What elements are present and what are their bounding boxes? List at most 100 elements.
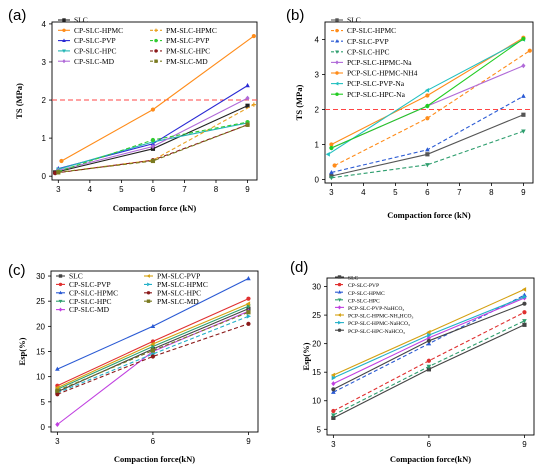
legend-marker [335, 18, 339, 22]
series-line [58, 124, 248, 173]
y-tick-label: 10 [312, 397, 321, 406]
legend-label: CP-SLC-PVP [348, 283, 379, 289]
legend-label: SLC [69, 272, 83, 281]
y-tick-label: 3 [42, 58, 47, 67]
plot-frame [324, 21, 534, 184]
x-tick-label: 6 [151, 437, 156, 446]
data-point [426, 329, 431, 335]
legend-item-slc: SLC [331, 16, 361, 25]
legend-item-pm-slc-hpc: PM-SLC-HPC [144, 288, 201, 297]
data-point [251, 33, 256, 39]
data-point [521, 112, 526, 117]
legend-marker [58, 299, 63, 304]
legend-item-pcp-slc-hpmc-na: PCP-SLC-HPMC-Na [331, 58, 412, 67]
series-slc [331, 322, 527, 420]
y-tick-label: 4 [315, 36, 320, 45]
x-tick-label: 5 [119, 185, 124, 194]
legend-marker [335, 39, 339, 43]
data-point [245, 301, 251, 307]
legend-marker [146, 291, 151, 295]
panel-label: (a) [8, 7, 26, 24]
legend-item-pm-slc-pvp: PM-SLC-PVP [144, 272, 200, 281]
legend-marker [337, 313, 341, 317]
legend-label: PM-SLC-PVP [157, 272, 200, 281]
legend-item-pcp-slc-hpmc-nahco: PCP-SLC-HPMC-NaHCO₃ [335, 320, 410, 327]
x-tick-label: 7 [457, 188, 462, 197]
legend-label: PCP-SLC-HPMC-NH₄HCO₃ [348, 314, 413, 320]
legend-item-cp-slc-hpc: CP-SLC-HPC [58, 47, 117, 56]
data-point [521, 129, 526, 134]
data-point [53, 171, 58, 176]
legend-marker [147, 282, 151, 287]
data-point [425, 152, 430, 157]
legend-item-slc: SLC [335, 275, 359, 282]
legend-label: PM-SLC-HPC [166, 47, 210, 56]
series-cp-slc-hpmc [332, 48, 532, 168]
legend-marker [154, 59, 158, 63]
y-tick-label: 30 [312, 283, 321, 292]
y-tick-label: 0 [41, 423, 46, 432]
y-axis-title: Esp(%) [301, 342, 311, 370]
legend-item-cp-slc-hpc: CP-SLC-HPC [56, 297, 112, 306]
series-line [57, 323, 249, 395]
data-point [55, 421, 60, 427]
legend-item-cp-slc-hpmc: CP-SLC-HPMC [335, 290, 385, 297]
data-point [329, 176, 334, 181]
y-tick-label: 15 [36, 348, 45, 357]
x-tick-label: 8 [214, 185, 219, 194]
y-tick-label: 0 [315, 176, 320, 185]
legend-label: CP-SLC-HPC [347, 47, 390, 56]
legend-marker [58, 290, 63, 295]
legend-item-cp-slc-pvp: CP-SLC-PVP [335, 282, 379, 289]
x-tick-label: 9 [245, 185, 250, 194]
x-tick-label: 9 [246, 437, 251, 446]
x-tick-label: 6 [427, 440, 432, 449]
panel-label: (d) [290, 259, 308, 276]
chart-b: (b) 3 4 5 6 7 8 9 0 1 2 3 4 Compaction force (kN) TS (… [286, 7, 534, 220]
legend-marker [337, 282, 342, 287]
data-point [245, 95, 250, 101]
x-tick-label: 9 [522, 440, 527, 449]
data-point [56, 170, 61, 175]
legend-marker [337, 305, 342, 310]
legend-label: CP-SLC-HPC [74, 47, 117, 56]
data-point [59, 158, 64, 164]
data-point [425, 163, 430, 168]
data-point [425, 116, 430, 121]
plot-frame [326, 277, 535, 436]
data-point [425, 93, 430, 98]
y-tick-label: 1 [42, 134, 47, 143]
legend-marker [335, 50, 339, 54]
legend-item-cp-slc-hpmc: CP-SLC-HPMC [58, 26, 123, 35]
series-cp-slc-hpc [329, 129, 526, 181]
series-cp-slc-hpmc [59, 33, 256, 164]
legend-marker [154, 28, 158, 32]
legend-item-cp-slc-md: CP-SLC-MD [56, 305, 110, 314]
data-point [522, 319, 527, 324]
data-point [331, 389, 336, 394]
x-axis-title: Compaction force(kN) [114, 454, 195, 464]
legend-marker [337, 328, 342, 332]
y-tick-label: 20 [312, 340, 321, 349]
legend-item-slc: SLC [58, 16, 88, 25]
data-point [426, 341, 432, 346]
data-point [246, 313, 251, 319]
legend-item-pm-slc-pvp: PM-SLC-PVP [150, 36, 209, 45]
data-point [325, 151, 330, 157]
data-point [426, 338, 432, 343]
legend-item-pcp-slc-hpmc-nh4: PCP-SLC-HPMC-NH4 [331, 69, 418, 78]
legend-marker [335, 60, 339, 65]
legend-item-pcp-slc-hpc-na: PCP-SLC-HPC-Na [331, 90, 406, 99]
legend-marker [154, 49, 158, 53]
data-point [330, 372, 336, 378]
y-tick-label: 5 [41, 398, 46, 407]
legend-label: PCP-SLC-HPC-NaHCO₃ [348, 329, 405, 335]
data-point [329, 145, 334, 151]
x-axis-title: Compaction force(kN) [390, 454, 471, 464]
legend-marker [58, 274, 63, 278]
data-point [150, 137, 156, 143]
legend-label: CP-SLC-PVP [69, 280, 111, 289]
x-tick-label: 3 [329, 188, 334, 197]
